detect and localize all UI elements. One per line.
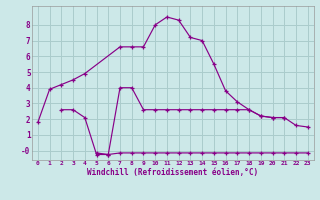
X-axis label: Windchill (Refroidissement éolien,°C): Windchill (Refroidissement éolien,°C) — [87, 168, 258, 177]
